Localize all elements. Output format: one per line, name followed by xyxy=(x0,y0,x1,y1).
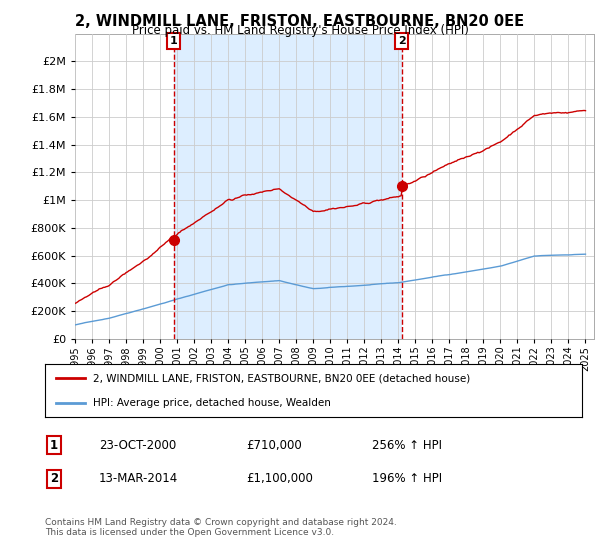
Text: 2, WINDMILL LANE, FRISTON, EASTBOURNE, BN20 0EE: 2, WINDMILL LANE, FRISTON, EASTBOURNE, B… xyxy=(76,14,524,29)
Text: Price paid vs. HM Land Registry's House Price Index (HPI): Price paid vs. HM Land Registry's House … xyxy=(131,24,469,36)
Text: 2: 2 xyxy=(50,472,58,486)
Text: HPI: Average price, detached house, Wealden: HPI: Average price, detached house, Weal… xyxy=(94,398,331,408)
Text: £1,100,000: £1,100,000 xyxy=(246,472,313,486)
Bar xyxy=(173,34,402,339)
Text: 256% ↑ HPI: 256% ↑ HPI xyxy=(372,438,442,452)
Text: 13-MAR-2014: 13-MAR-2014 xyxy=(99,472,178,486)
Text: 196% ↑ HPI: 196% ↑ HPI xyxy=(372,472,442,486)
Text: £710,000: £710,000 xyxy=(246,438,302,452)
Text: Contains HM Land Registry data © Crown copyright and database right 2024.
This d: Contains HM Land Registry data © Crown c… xyxy=(45,518,397,538)
Text: 2: 2 xyxy=(398,36,406,46)
Text: 23-OCT-2000: 23-OCT-2000 xyxy=(99,438,176,452)
Text: 2, WINDMILL LANE, FRISTON, EASTBOURNE, BN20 0EE (detached house): 2, WINDMILL LANE, FRISTON, EASTBOURNE, B… xyxy=(94,374,470,384)
Text: 1: 1 xyxy=(170,36,178,46)
Text: 1: 1 xyxy=(50,438,58,452)
